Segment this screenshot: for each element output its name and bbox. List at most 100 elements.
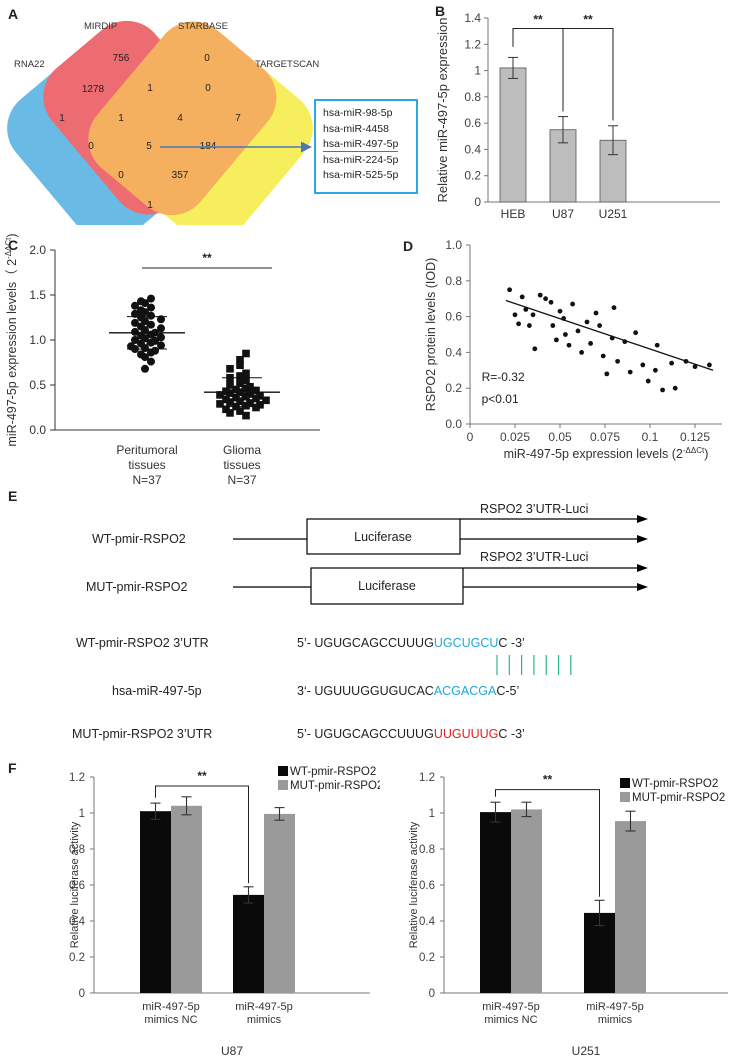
data-point [660,387,665,393]
data-point [252,394,260,403]
data-point [147,294,155,303]
data-point [226,381,234,389]
data-point [669,360,674,366]
y-tick-label: 1.4 [464,11,481,25]
y-tick-label: 1.2 [69,772,85,784]
y-tick-label: 1.5 [29,288,46,302]
y-tick-label: 1.0 [29,333,46,347]
venn-count: 0 [204,53,210,64]
data-point [246,399,254,407]
data-point [570,301,575,307]
venn-count: 1 [59,113,65,124]
venn-title-targetscan: TARGETSCAN [255,59,319,70]
data-point [131,318,139,327]
data-point [222,387,230,396]
sig-label: ** [197,769,207,783]
data-point [597,323,602,328]
legend-swatch [278,766,288,776]
data-point [672,385,678,391]
venn-count: 7 [235,113,241,124]
y-axis-label: Relative miR-497-5p expression [435,18,450,203]
data-point [236,407,244,415]
venn-count: 4 [177,113,183,124]
data-point [157,333,165,342]
mut-construct-label: MUT-pmir-RSPO2 [86,580,187,594]
chart-c: 0.0 0.5 1.0 1.5 2.0 miR-497-5p expression lev… [4,233,320,487]
data-point [141,353,149,362]
y-tick-label: 1.2 [464,37,481,51]
legend-label: MUT-pmir-RSPO2 [290,780,380,792]
wt-luciferase-label: Luciferase [354,530,412,544]
y-tick-label: 1 [474,64,481,78]
y-tick-label: 0.8 [464,90,481,104]
data-point [216,400,224,408]
data-point [242,369,250,378]
seq-seed: UGCUGCU [433,636,499,650]
y-tick-label: 0.6 [464,116,481,130]
x-tick-label: miR-497-5p [586,1001,643,1013]
x-tick-label: miR-497-5p [235,1001,292,1013]
y-tick-label: 0.0 [29,423,46,437]
base-pair-lines [496,655,572,675]
y-tick-label: 0.2 [445,381,462,395]
y-tick-label: 2.0 [29,243,46,257]
data-point [242,411,250,420]
wt-utr-name: WT-pmir-RSPO2 3’UTR [76,636,209,650]
group-label: Peritumoral [116,443,177,457]
data-point [147,320,155,329]
panel-label-e: E [8,488,18,504]
data-point [147,357,155,366]
legend-swatch [620,792,630,802]
panel-label-b: B [435,3,446,19]
venn-title-mirdip: MIRDIP [84,21,117,32]
r-annotation: R=-0.32 [482,370,525,384]
data-point [256,392,264,400]
chart-b: 0 0.2 0.4 0.6 0.8 1 1.2 1.4 Relative miR-497-5p … [435,11,720,221]
data-point [584,319,590,325]
construct-diagram: WT-pmir-RSPO2 Luciferase RSPO2 3’UTR-Luc… [86,502,648,605]
data-point [242,376,250,385]
bar [615,821,646,993]
data-point [246,383,254,391]
venn-title-rna22: RNA22 [14,59,45,70]
legend-label: MUT-pmir-RSPO2 [632,792,725,804]
data-point [692,364,698,370]
data-point [157,324,165,333]
y-tick-label: 0.5 [29,378,46,392]
y-tick-label: 0.8 [69,844,85,856]
sig-bracket [512,28,564,112]
data-point [575,328,581,334]
wt-utr-label: RSPO2 3’UTR-Luci [480,502,588,516]
panel-label-f: F [8,760,17,776]
venn-title-starbase: STARBASE [178,21,228,32]
data-point [236,372,244,380]
group-label: N=37 [227,473,256,487]
data-point [242,392,250,401]
data-point [262,396,270,405]
y-tick-label: 0.2 [419,952,435,964]
venn-count: 1 [147,83,153,94]
x-tick-label: mimics [598,1014,633,1026]
data-point [548,299,554,305]
data-point [157,341,165,350]
x-tick-label: 0 [467,430,474,444]
x-tick-label: mimics [247,1014,282,1026]
y-tick-label: 0 [79,988,85,1000]
sig-label: ** [583,13,593,27]
mut-utr-name: MUT-pmir-RSPO2 3’UTR [72,727,213,741]
venn-count: 756 [113,53,130,64]
y-axis-label: Relative luciferase activity [408,821,420,948]
p-annotation: p<0.01 [482,392,519,406]
bar [499,67,527,203]
sig-bracket [563,28,614,121]
data-point [654,342,660,348]
data-point [147,348,155,357]
x-tick-label: HEB [501,207,526,221]
seq-seed: ACGACGA [433,684,497,698]
mut-utr-label: RSPO2 3’UTR-Luci [480,550,588,564]
data-point [141,364,149,373]
seq-suffix: C-5’ [496,684,520,698]
y-tick-label: 1.2 [419,772,435,784]
data-point [543,296,548,302]
y-tick-label: 0.8 [419,844,435,856]
